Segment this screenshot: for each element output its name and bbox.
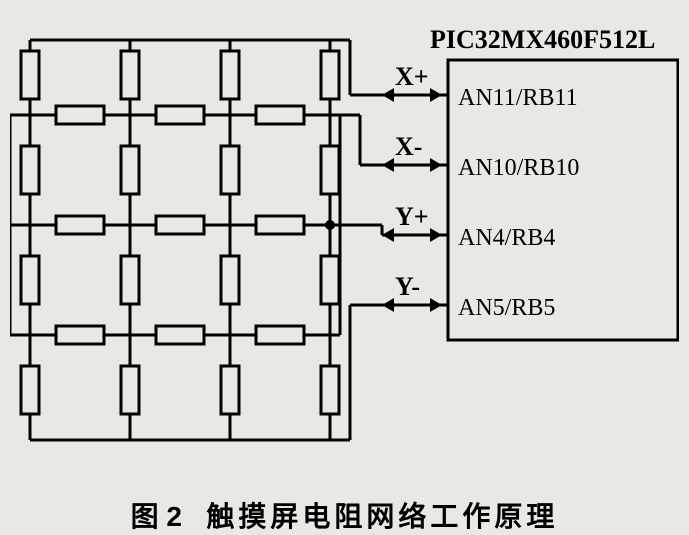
signal-label-yminus: Y-: [395, 272, 420, 301]
resistor: [50, 326, 110, 344]
resistor: [221, 360, 239, 420]
resistor: [21, 250, 39, 310]
resistor: [21, 360, 39, 420]
resistor: [121, 360, 139, 420]
resistor: [21, 140, 39, 200]
pin-label: AN4/RB4: [458, 225, 555, 251]
resistor: [250, 106, 310, 124]
signal-label-yplus: Y+: [395, 202, 429, 231]
resistor: [121, 45, 139, 105]
pin-label: AN10/RB10: [458, 155, 579, 181]
resistor: [321, 250, 339, 310]
resistor: [221, 250, 239, 310]
caption-text: 触摸屏电阻网络工作原理: [206, 501, 558, 532]
pin-label: AN11/RB11: [458, 85, 578, 111]
resistor: [321, 360, 339, 420]
resistor: [150, 106, 210, 124]
resistor: [21, 45, 39, 105]
resistor: [221, 45, 239, 105]
touch-screen-schematic: X+ X- Y+ Y- PIC32MX460F512L AN11/RB11 AN…: [10, 10, 679, 525]
resistor: [221, 140, 239, 200]
schematic-svg: X+ X- Y+ Y- PIC32MX460F512L AN11/RB11 AN…: [10, 10, 679, 475]
signal-label-xplus: X+: [395, 62, 429, 91]
resistor: [50, 216, 110, 234]
resistor: [250, 326, 310, 344]
signal-label-xminus: X-: [395, 132, 422, 161]
resistor: [150, 216, 210, 234]
resistor: [321, 45, 339, 105]
resistor: [321, 140, 339, 200]
chip-title: PIC32MX460F512L: [430, 25, 655, 54]
resistor: [121, 250, 139, 310]
figure-caption: 图 2 触摸屏电阻网络工作原理: [10, 495, 679, 535]
pin-label: AN5/RB5: [458, 295, 555, 321]
resistor: [50, 106, 110, 124]
resistor: [250, 216, 310, 234]
caption-prefix: 图 2: [131, 501, 182, 532]
resistor: [121, 140, 139, 200]
resistor: [150, 326, 210, 344]
